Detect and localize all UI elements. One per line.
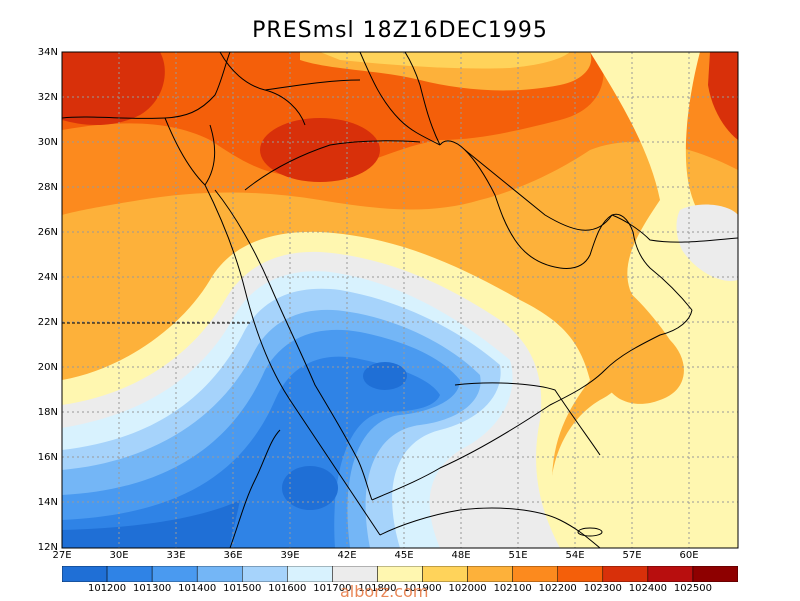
se-orange [595,270,684,404]
colorbar-swatch [557,566,604,582]
lat-label: 24N [37,272,58,283]
colorbar-swatch [602,566,649,582]
colorbar-swatch [692,566,738,582]
map-title: PRESmsl 18Z16DEC1995 [252,18,548,43]
colorbar-label: 102500 [673,583,713,594]
colorbar-swatch [62,566,108,582]
lat-label: 34N [37,47,58,58]
lon-label: 57E [622,550,642,561]
colorbar-label: 101200 [87,583,127,594]
lat-label: 20N [37,362,58,373]
colorbar-label: 101700 [313,583,352,594]
lon-label: 51E [508,550,528,561]
map-frame [61,51,739,549]
colorbar-label: 101300 [133,583,172,594]
ne-grey [676,204,738,281]
colorbar-label: 102300 [583,583,622,594]
colorbar-label: 102400 [628,583,667,594]
lat-label: 28N [37,182,58,193]
lon-label: 54E [565,550,585,561]
high-core-center [260,118,380,182]
lat-label: 30N [37,137,58,148]
lat-label: 32N [37,92,58,103]
colorbar-swatch [287,566,333,582]
ne-yellow [550,52,738,548]
colorbar-label: 101400 [178,583,217,594]
lat-label: 26N [37,227,58,238]
lon-label: 33E [166,550,186,561]
colorbar-swatch [332,566,378,582]
colorbar-label: 101900 [403,583,442,594]
lon-label: 30E [109,550,129,561]
colorbar-swatch [106,566,153,582]
colorbar-swatch [467,566,513,582]
colorbar-swatch [422,566,468,582]
lon-label: 27E [52,550,72,561]
low-core-sw [62,500,240,548]
colorbar-label: 102000 [448,583,487,594]
colorbar-label: 101800 [358,583,397,594]
colorbar-swatch [196,566,243,582]
socotra-island [577,527,603,537]
high-core-nw [62,52,165,125]
lat-label: 18N [37,407,58,418]
lat-label: 12N [37,542,58,553]
colorbar-swatch [242,566,288,582]
colorbar-swatch [647,566,694,582]
ne-red-corner [708,52,738,140]
north-light-strip-inner [320,52,570,69]
lon-label: 39E [280,550,300,561]
colorbar-swatch [151,566,198,582]
coastlines [62,52,738,548]
darkblue-zone [62,356,440,548]
lat-label: 14N [37,497,58,508]
colorbar-label: 102100 [493,583,532,594]
lon-label: 45E [394,550,414,561]
colorbar [62,566,738,582]
colorbar-label: 101600 [268,583,307,594]
lon-label: 42E [337,550,357,561]
lon-label: 48E [451,550,471,561]
lat-label: 16N [37,452,58,463]
low-core-center [363,362,407,390]
colorbar-label: 101500 [223,583,262,594]
low-core-south [282,466,338,510]
lon-label: 60E [679,550,699,561]
colorbar-swatch [377,566,423,582]
colorbar-swatch [512,566,558,582]
lon-label: 36E [223,550,243,561]
watermark-text: alborz.com [340,582,429,601]
colorbar-label: 102200 [538,583,577,594]
lat-label: 22N [37,317,58,328]
